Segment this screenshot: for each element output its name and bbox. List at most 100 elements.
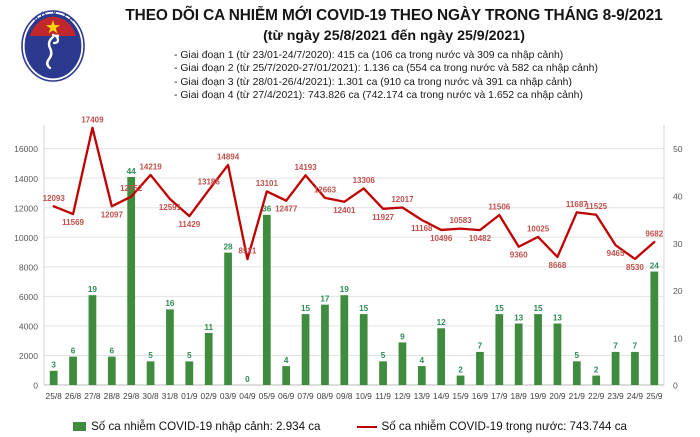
phase-summary-list: - Giai đoạn 1 (từ 23/01-24/7/2020): 415 …: [96, 49, 692, 103]
bar: [69, 356, 77, 385]
bar: [340, 295, 349, 385]
bar: [379, 361, 387, 385]
bar-value-label: 15: [534, 304, 544, 313]
line-value-label: 9465: [607, 249, 625, 258]
y-axis-left-tick: 16000: [14, 144, 38, 154]
bar: [166, 309, 174, 385]
x-axis-tick: 02/9: [201, 391, 218, 401]
bar-value-label: 19: [88, 285, 98, 294]
x-axis-tick: 06/9: [278, 391, 295, 401]
bar: [398, 342, 407, 385]
bar-value-label: 17: [320, 294, 330, 303]
y-axis-left-tick: 12000: [14, 203, 38, 213]
bar-value-label: 3: [51, 361, 56, 370]
bar-value-label: 11: [204, 323, 213, 332]
bar-value-label: 2: [458, 365, 463, 374]
y-axis-left-tick: 2000: [19, 351, 38, 361]
legend-bar-swatch-icon: [73, 422, 87, 431]
line-value-label: 12097: [101, 210, 124, 219]
bar: [553, 323, 562, 385]
y-axis-right-tick: 40: [673, 192, 683, 202]
x-axis-tick: 15/9: [452, 391, 469, 401]
x-axis-tick: 28/8: [104, 391, 121, 401]
bar-value-label: 24: [650, 261, 660, 270]
bar-value-label: 4: [284, 356, 289, 365]
line-value-label: 14193: [294, 163, 317, 172]
bar: [224, 252, 232, 385]
x-axis-tick: 30/8: [142, 391, 159, 401]
legend-item-domestic: Số ca nhiễm COVID-19 trong nước: 743.744…: [356, 420, 627, 433]
bar-value-label: 16: [165, 299, 175, 308]
legend-label-imported: Số ca nhiễm COVID-19 nhập cảnh: 2.934 ca: [91, 420, 321, 433]
bar: [476, 351, 484, 385]
x-axis-tick: 08/9: [317, 391, 334, 401]
line-value-label: 17409: [81, 115, 104, 124]
line-value-label: 8521: [239, 247, 257, 256]
bar-value-label: 7: [633, 342, 638, 351]
x-axis-tick: 13/9: [414, 391, 431, 401]
line-value-label: 12752: [120, 184, 143, 193]
bar-value-label: 13: [514, 313, 524, 322]
bar-value-label: 19: [340, 285, 350, 294]
bar: [514, 323, 523, 385]
bar: [437, 328, 446, 385]
chart-canvas: 0 2000 4000 6000 8000 10000 12000 14000 16000 0 10…: [14, 115, 683, 401]
bar: [262, 214, 271, 385]
bar: [495, 314, 504, 385]
x-axis-tick: 05/9: [259, 391, 276, 401]
legend-line-swatch-icon: [356, 425, 377, 428]
bar: [107, 356, 116, 385]
x-axis-tick: 20/9: [549, 391, 566, 401]
bar-value-label: 5: [381, 351, 386, 360]
bar: [88, 295, 97, 385]
line-value-label: 11168: [411, 224, 433, 233]
line-value-label: 10496: [430, 234, 453, 243]
x-axis-tick: 23/9: [607, 391, 624, 401]
phase-line-3: - Giai đoạn 3 (từ 28/01-26/4/2021): 1.30…: [174, 76, 572, 88]
line-value-label: 13101: [256, 179, 279, 188]
bar-value-label: 7: [478, 342, 483, 351]
bar-value-label: 44: [127, 167, 137, 176]
y-axis-left-tick: 0: [33, 381, 38, 391]
line-value-label: 11506: [488, 203, 510, 212]
legend-item-imported: Số ca nhiễm COVID-19 nhập cảnh: 2.934 ca: [73, 420, 321, 433]
x-axis-tick: 09/8: [336, 391, 353, 401]
line-value-label: 11429: [178, 220, 200, 229]
bar: [49, 370, 58, 385]
line-value-label: 14219: [139, 162, 162, 171]
line-value-label: 12401: [333, 206, 356, 215]
line-value-label: 12663: [314, 185, 337, 194]
bar: [456, 375, 465, 385]
bar-value-label: 6: [71, 346, 76, 355]
line-value-label: 12017: [391, 195, 414, 204]
bar-value-label: 6: [110, 346, 115, 355]
bar: [185, 361, 194, 385]
y-axis-right-tick: 10: [673, 333, 683, 343]
bar: [321, 304, 329, 385]
bar-value-label: 28: [224, 242, 234, 251]
line-value-label: 9360: [510, 251, 528, 260]
x-axis-tick: 18/9: [511, 391, 528, 401]
x-axis-tick: 01/9: [181, 391, 198, 401]
bar: [146, 361, 155, 385]
x-axis-tick: 26/8: [65, 391, 82, 401]
x-axis-tick: 25/8: [46, 391, 63, 401]
x-axis-tick: 10/9: [356, 391, 373, 401]
x-axis-tick: 07/9: [297, 391, 314, 401]
x-axis-tick: 17/9: [491, 391, 508, 401]
y-axis-left-tick: 6000: [19, 292, 38, 302]
line-value-label: 10583: [449, 216, 472, 225]
bar: [631, 351, 639, 385]
bar: [417, 366, 426, 385]
x-axis-tick: 03/9: [220, 391, 237, 401]
x-axis-tick: 24/9: [627, 391, 644, 401]
bar-value-label: 5: [187, 351, 192, 360]
ministry-of-health-logo-icon: BỘ Y TẾ MINISTRY OF HEALTH: [16, 6, 90, 94]
bar-value-label: 9: [400, 332, 405, 341]
chart-legend: Số ca nhiễm COVID-19 nhập cảnh: 2.934 ca…: [0, 420, 700, 433]
bar-value-label: 36: [262, 205, 272, 214]
y-axis-left-tick: 14000: [14, 174, 38, 184]
x-axis-tick: 31/8: [162, 391, 179, 401]
covid-daily-cases-chart: 0 2000 4000 6000 8000 10000 12000 14000 16000 0 10…: [0, 103, 700, 437]
